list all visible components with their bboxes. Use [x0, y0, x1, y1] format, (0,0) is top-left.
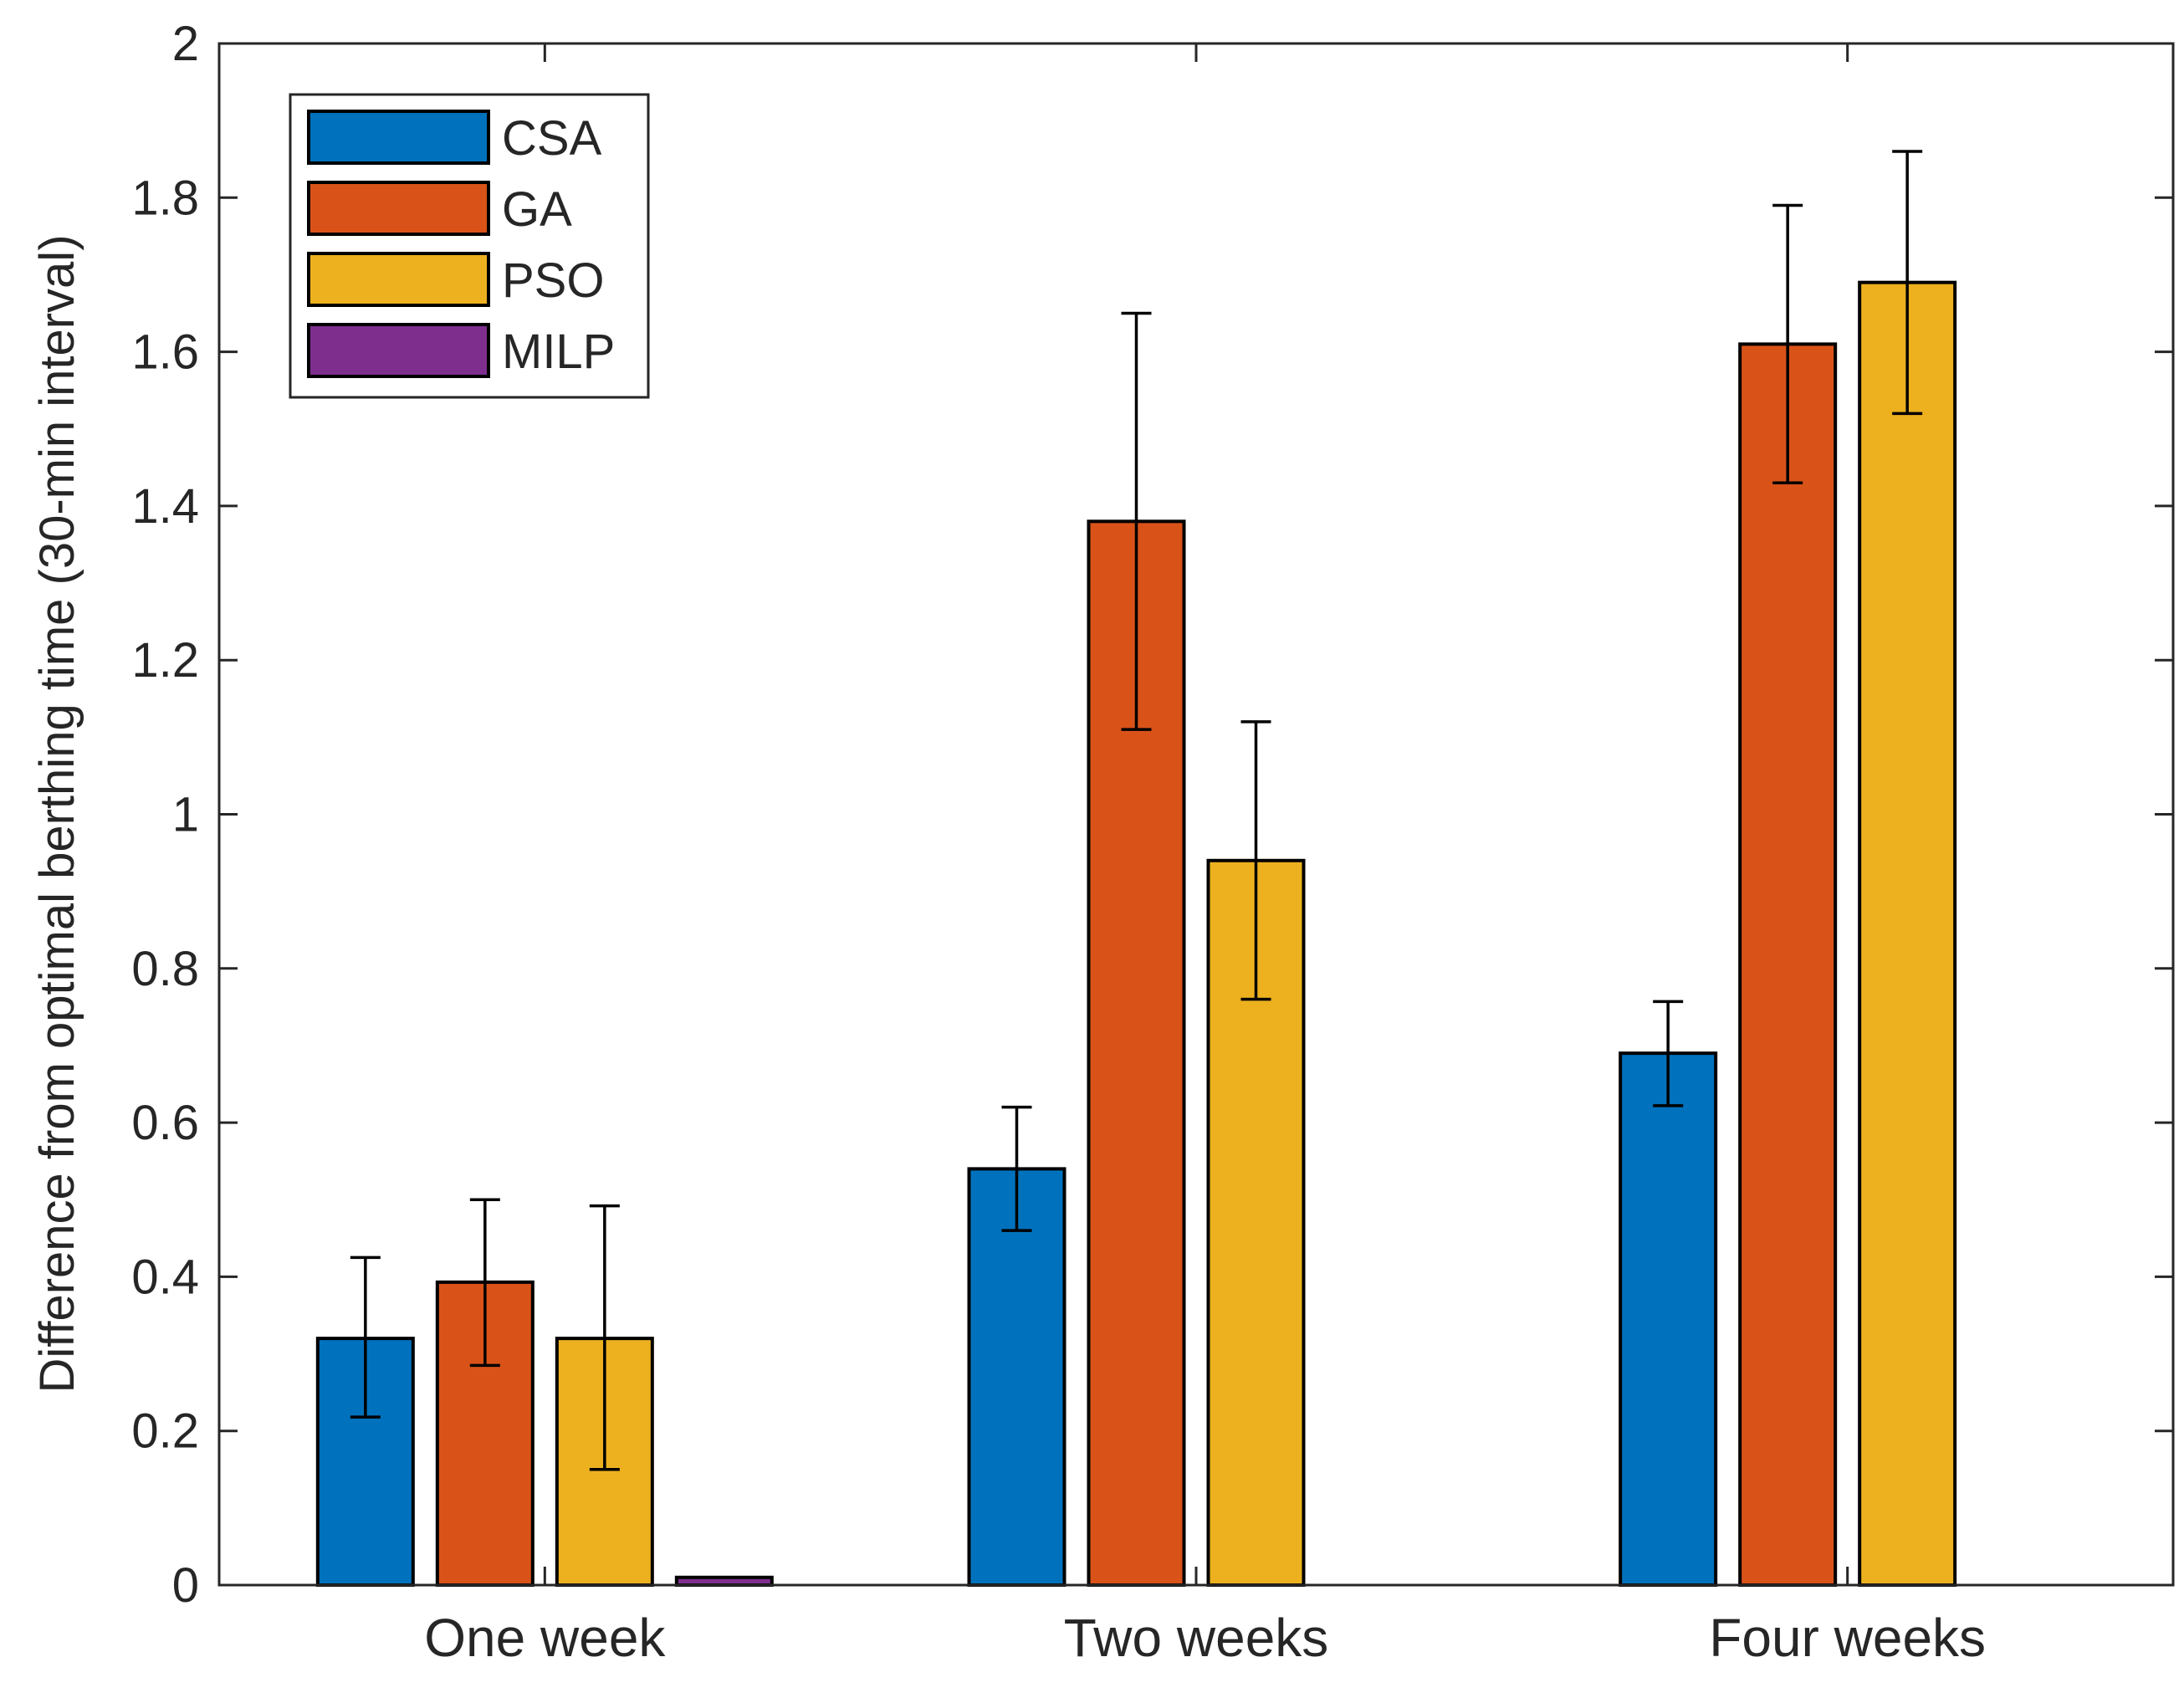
- y-tick-label: 2: [172, 17, 199, 71]
- errorbar-pso-four-weeks: [1892, 150, 1923, 416]
- legend-swatch: [307, 323, 490, 378]
- legend-item-csa: CSA: [307, 110, 602, 166]
- bars-layer: [315, 280, 1957, 1588]
- errorbar-ga-two-weeks: [1121, 311, 1152, 731]
- bar-ga-four-weeks: [1738, 342, 1838, 1587]
- legend-swatch: [307, 110, 490, 165]
- legend-label: MILP: [502, 325, 615, 379]
- errorbar-csa-one-week: [350, 1256, 381, 1419]
- x-tick-label: One week: [424, 1608, 666, 1668]
- legend-label: CSA: [502, 111, 602, 166]
- errorbars-layer: [350, 150, 1923, 1471]
- legend-label: GA: [502, 182, 572, 237]
- y-tick-label: 0: [172, 1558, 199, 1613]
- y-tick-label: 0.2: [131, 1404, 199, 1459]
- x-tick-labels: One week Two weeks Four weeks: [424, 1608, 1986, 1668]
- legend-item-milp: MILP: [307, 323, 615, 379]
- errorbar-csa-two-weeks: [1001, 1105, 1032, 1232]
- errorbar-pso-two-weeks: [1240, 720, 1271, 1001]
- y-tick-label: 1.4: [131, 479, 199, 534]
- errorbar-ga-four-weeks: [1772, 203, 1803, 485]
- y-tick-label: 1.6: [131, 325, 199, 380]
- y-tick-label: 0.6: [131, 1096, 199, 1150]
- errorbar-pso-one-week: [589, 1204, 620, 1471]
- y-tick-label: 1.8: [131, 171, 199, 225]
- legend-item-ga: GA: [307, 181, 572, 237]
- y-axis-label: Difference from optimal berthing time (3…: [30, 234, 84, 1393]
- axes-layer: [217, 42, 2175, 1587]
- legend: CSA GA PSO MILP: [289, 93, 650, 399]
- legend-swatch: [307, 252, 490, 307]
- legend-swatch: [307, 181, 490, 236]
- y-tick-label: 0.4: [131, 1250, 199, 1304]
- y-tick-label: 1: [172, 788, 199, 842]
- bar-csa-four-weeks: [1619, 1051, 1718, 1588]
- x-tick-label: Two weeks: [1064, 1608, 1329, 1668]
- y-tick-label: 0.8: [131, 942, 199, 996]
- errorbar-csa-four-weeks: [1653, 1000, 1684, 1107]
- legend-label: PSO: [502, 253, 605, 308]
- x-tick-label: Four weeks: [1709, 1608, 1986, 1668]
- errorbar-ga-one-week: [469, 1198, 500, 1368]
- y-tick-label: 1.2: [131, 633, 199, 688]
- y-tick-labels: 0 0.2 0.4 0.6 0.8 1 1.2 1.4 1.6 1.8 2: [131, 17, 199, 1613]
- bar-pso-four-weeks: [1858, 280, 1957, 1587]
- legend-item-pso: PSO: [307, 252, 605, 308]
